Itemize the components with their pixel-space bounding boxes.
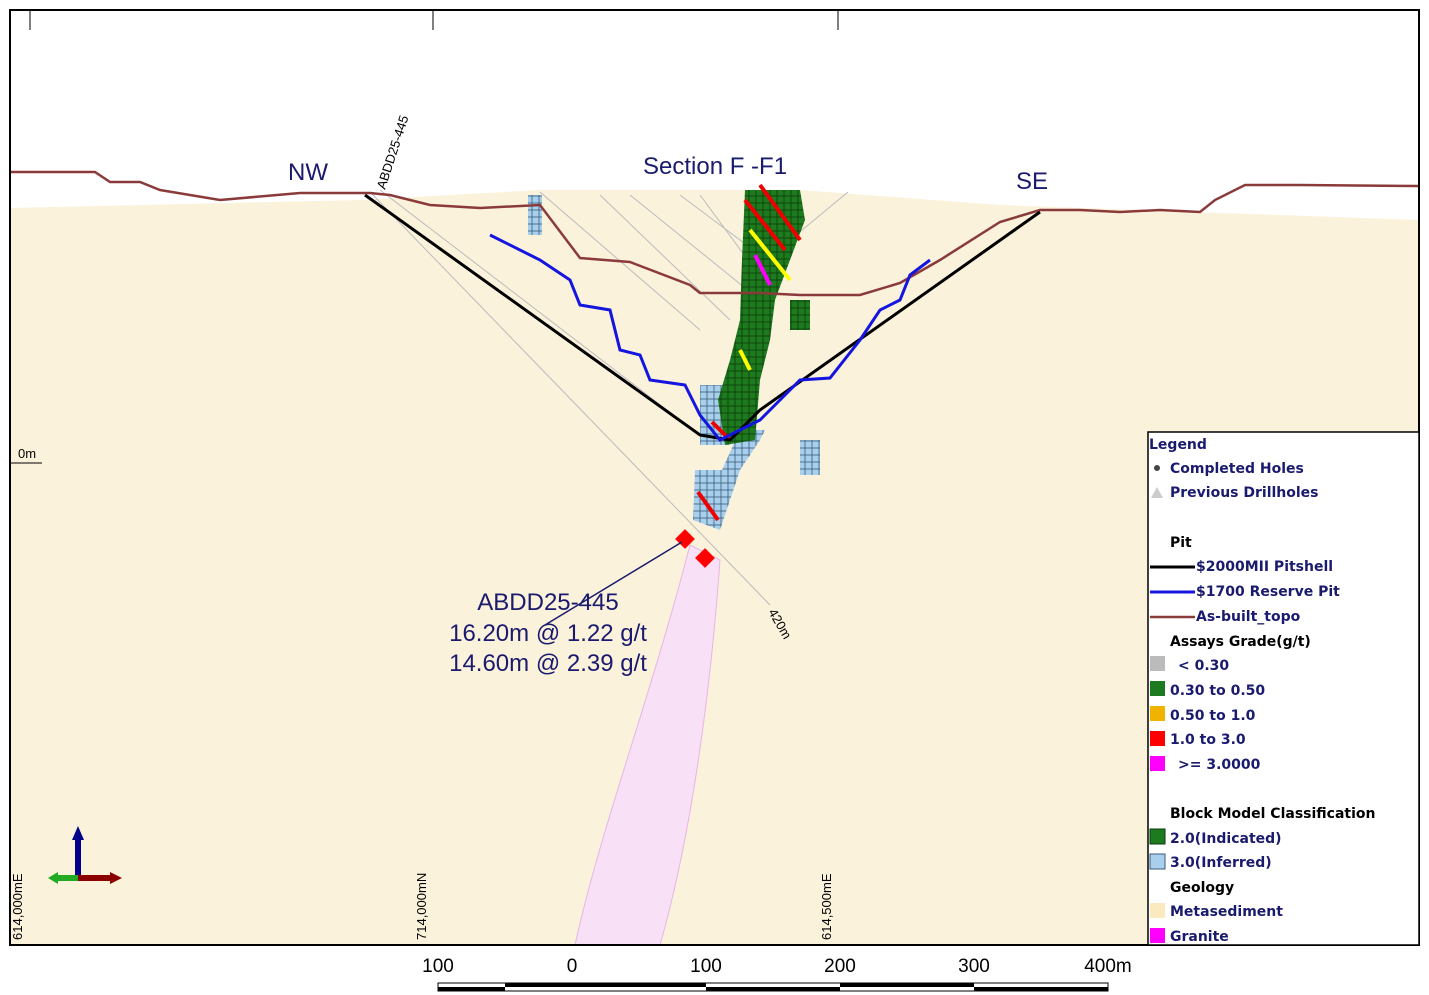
reserve-pit-line (489, 233, 931, 442)
legend-item: As-built_topo (1196, 609, 1301, 625)
legend-heading: Pit (1170, 535, 1192, 551)
intercept-title: ABDD25-445 (477, 589, 618, 616)
legend-title: Legend (1149, 437, 1207, 453)
topo-line (10, 170, 1420, 297)
legend-item: 3.0(Inferred) (1170, 855, 1272, 871)
scale-label: 200 (824, 956, 856, 977)
direction-label: SE (1016, 168, 1048, 195)
legend-item: Metasediment (1170, 904, 1283, 920)
legend-item: >= 3.0000 (1178, 757, 1261, 773)
legend-heading: Geology (1170, 880, 1234, 896)
frame-ticks (10, 10, 839, 464)
legend-item: 2.0(Indicated) (1170, 831, 1282, 847)
scale-label: 100 (690, 956, 722, 977)
legend-item: $1700 Reserve Pit (1196, 584, 1340, 600)
grid-label: 614,500mE (819, 873, 834, 940)
grid-label: 714,000mN (414, 873, 429, 940)
intercept: 14.60m @ 2.39 g/t (449, 650, 647, 677)
legend-item: Granite (1170, 929, 1229, 945)
legend-heading: Block Model Classification (1170, 806, 1376, 822)
scale-bar: 100 0 100 200 300 400m (422, 956, 1132, 992)
pitshell-line (364, 193, 1041, 442)
legend-item: $2000MII Pitshell (1196, 559, 1333, 575)
north-arrow (48, 826, 122, 884)
intercept: 16.20m @ 1.22 g/t (449, 620, 647, 647)
intercept-arrow (544, 541, 683, 626)
direction-label: NW (288, 159, 328, 186)
legend-item: Completed Holes (1170, 461, 1304, 477)
scale-label: 300 (958, 956, 990, 977)
scale-label: 100 (422, 956, 454, 977)
scale-label: 0 (567, 956, 578, 977)
legend-item: 1.0 to 3.0 (1170, 732, 1246, 748)
grid-label: 614,000mE (10, 873, 25, 940)
hole-label: ABDD25-445 (374, 113, 412, 190)
legend-heading: Assays Grade(g/t) (1170, 634, 1311, 650)
legend-item: 0.30 to 0.50 (1170, 683, 1265, 699)
legend: Legend Completed Holes Previous Drillhol… (1147, 431, 1420, 946)
legend-item: Previous Drillholes (1170, 485, 1319, 501)
legend-item: 0.50 to 1.0 (1170, 708, 1256, 724)
section-title: Section F -F1 (643, 153, 787, 180)
scale-label: 400m (1084, 956, 1132, 977)
legend-item: < 0.30 (1178, 658, 1229, 674)
depth-label: 0m (18, 446, 36, 461)
